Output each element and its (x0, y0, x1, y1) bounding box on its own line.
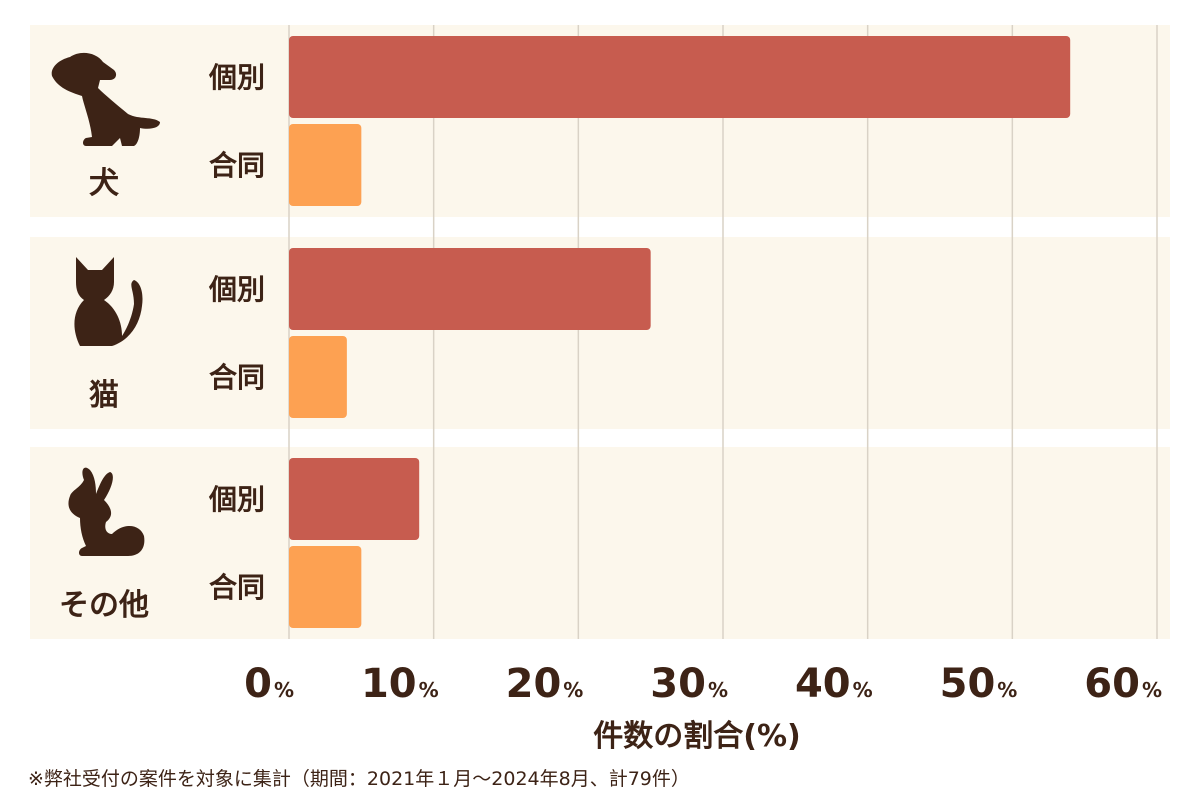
bar-joint (289, 124, 362, 206)
dog-icon (51, 52, 161, 146)
x-tick-label: 50% (940, 661, 1018, 707)
x-axis-title: 件数の割合(%) (593, 719, 800, 754)
cat-icon (74, 257, 143, 346)
group-panel (30, 447, 1170, 639)
bar-joint (289, 546, 362, 628)
x-tick-label: 20% (506, 661, 584, 707)
bar-category-label: 合同 (209, 149, 265, 182)
bar-category-label: 個別 (208, 483, 265, 516)
x-tick-label: 40% (795, 661, 873, 707)
x-tick-label: 10% (361, 661, 439, 707)
bar-individual (289, 458, 420, 540)
bar-category-label: 個別 (208, 273, 265, 306)
x-tick-label: 60% (1084, 661, 1162, 707)
animal-category-label: その他 (59, 588, 149, 623)
bar-joint (289, 336, 347, 418)
bar-category-label: 個別 (208, 61, 265, 94)
animal-category-label: 猫 (89, 378, 119, 413)
bar-individual (289, 36, 1071, 118)
x-tick-label: 30% (650, 661, 728, 707)
bar-category-label: 合同 (209, 361, 265, 394)
x-tick-label: 0% (244, 661, 294, 707)
rabbit-icon (68, 467, 145, 556)
bar-category-label: 合同 (209, 571, 265, 604)
footnote: ※弊社受付の案件を対象に集計（期間：2021年１月～2024年8月、計79件） (28, 768, 690, 790)
animal-category-label: 犬 (89, 166, 119, 201)
bar-individual (289, 248, 651, 330)
